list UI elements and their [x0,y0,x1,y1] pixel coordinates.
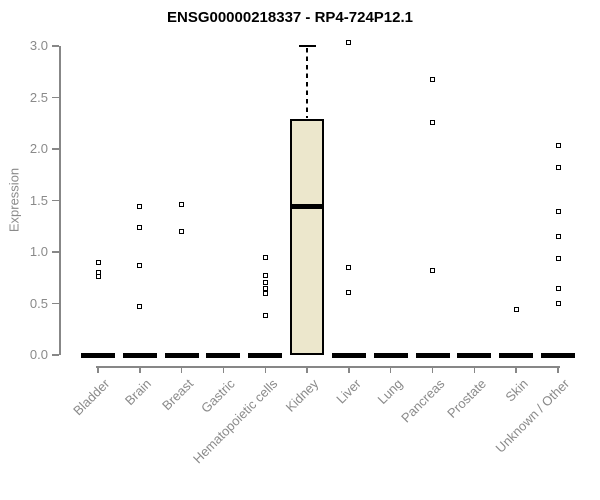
outlier-point [262,290,268,296]
outlier-point [513,307,519,313]
x-tick-label: Skin [502,376,531,405]
outlier-point [346,264,352,270]
outlier-point [555,301,561,306]
y-axis-tick [52,302,59,305]
x-tick-label: Brain [122,376,155,409]
whisker-line [306,48,309,119]
x-axis-tick [557,366,559,373]
median-line [331,353,366,358]
chart-title: ENSG00000218337 - RP4-724P12.1 [166,9,413,26]
whisker-cap [298,44,316,48]
median-line [373,353,408,358]
x-axis-tick [515,366,517,373]
y-axis-tick [52,45,59,47]
y-tick-label: 1.0 [29,244,48,259]
outlier-point [262,280,268,286]
outlier-point [430,268,436,274]
x-tick-label: Unknown / Other [493,376,573,456]
x-axis-tick [348,366,350,373]
x-axis-tick [180,366,183,373]
outlier-point [555,255,561,261]
x-axis-tick [431,366,434,373]
y-axis-label: Expression [6,167,22,233]
median-line [292,204,323,210]
outlier-point [137,304,143,310]
median-line [541,353,575,358]
outlier-point [262,285,268,291]
median-line [122,353,157,358]
outlier-point [555,234,561,240]
outlier-point [262,273,268,279]
outlier-point [95,259,101,265]
x-tick-label: Lung [374,376,406,408]
outlier-point [555,143,561,149]
outlier-point [430,119,436,125]
outlier-point [555,165,561,171]
y-tick-label: 1.5 [29,192,48,208]
outlier-point [179,202,185,208]
box [290,119,325,355]
x-axis-tick [97,366,99,373]
median-line [206,353,241,358]
x-axis-tick [306,366,308,373]
y-tick-label: 2.5 [29,89,48,105]
y-axis-line [59,46,61,355]
x-tick-label: Prostate [444,376,489,421]
x-tick-label: Pancreas [397,376,448,426]
outlier-point [346,289,352,295]
median-line [499,353,534,358]
outlier-point [555,209,561,215]
median-line [81,353,115,358]
x-axis-tick [264,366,267,373]
outlier-point [262,254,268,260]
outlier-point [430,77,436,83]
y-tick-label: 2.0 [29,141,48,156]
y-tick-label: 3.0 [29,38,48,53]
y-axis-tick [52,96,59,99]
y-tick-label: 0.5 [29,295,48,311]
outlier-point [346,40,352,46]
x-axis-tick [389,366,392,373]
median-line [248,353,283,358]
outlier-point [137,204,143,210]
y-tick-label: 0.0 [29,347,48,362]
y-axis-tick [52,354,59,356]
median-line [457,353,492,358]
x-tick-label: Breast [159,376,197,414]
x-axis-tick [222,366,225,373]
x-tick-label: Bladder [70,376,113,419]
outlier-point [137,262,143,268]
x-axis-tick [139,366,141,373]
outlier-point [95,274,101,280]
y-axis-tick [52,148,59,150]
outlier-point [179,228,185,234]
x-axis-line [96,366,560,368]
median-line [415,353,450,358]
y-axis-tick [52,251,59,253]
outlier-point [262,313,268,319]
x-tick-label: Liver [332,376,364,407]
median-line [164,353,199,358]
outlier-point [555,285,561,291]
x-tick-label: Gastric [198,376,239,416]
x-axis-tick [473,366,476,373]
x-tick-label: Kidney [282,376,322,415]
outlier-point [137,224,143,230]
y-axis-tick [52,199,59,202]
